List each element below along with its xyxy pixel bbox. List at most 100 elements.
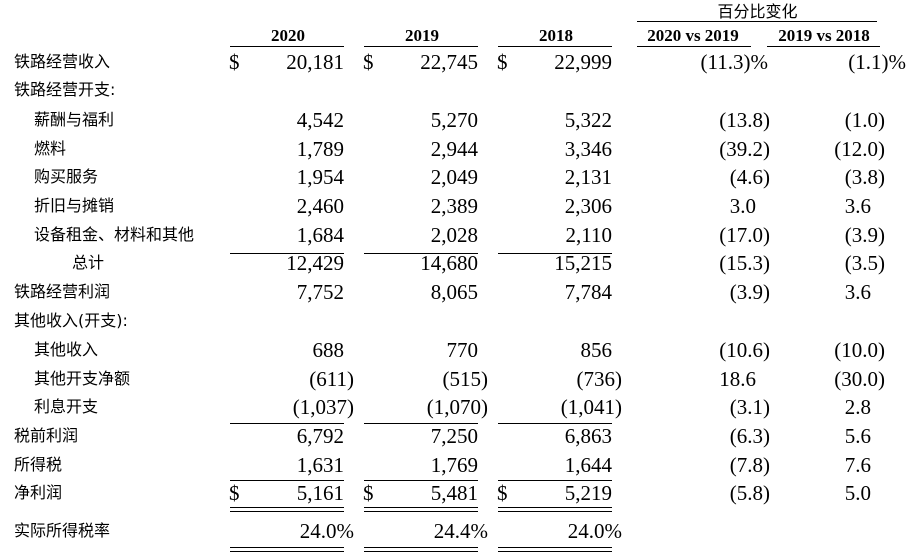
value-cell-2020: 2,460: [296, 194, 344, 218]
pct-change-header-rule: [637, 21, 877, 22]
value-cell-2019: 22,745: [420, 50, 478, 74]
row-label: 其他收入: [34, 340, 99, 359]
tax-rule-2018: [498, 480, 612, 481]
value-cell-2019: (1,070): [426, 395, 488, 419]
value-cell-2020: 4,542: [296, 108, 344, 132]
row-label: 税前利润: [14, 426, 79, 445]
pretax-rule-2018: [498, 423, 612, 424]
value-cell-2020: 7,752: [296, 280, 344, 304]
row-label: 铁路经营利润: [14, 282, 111, 301]
value-cell-2019: 770: [446, 338, 479, 362]
pct-change-cell: 3.0: [729, 194, 756, 218]
row-label: 所得税: [14, 455, 63, 474]
value-cell-2018: 22,999: [554, 50, 612, 74]
pct-change-cell: 3.6: [844, 194, 871, 218]
pct-change-cell: (1.0): [844, 108, 885, 132]
subtotal-rule-2020: [230, 253, 344, 254]
pct-change-cell: 2.8: [844, 395, 871, 419]
tax-rule-2019: [364, 480, 478, 481]
value-cell-2019: 1,769: [430, 453, 478, 477]
year-header-rule-2018: [498, 46, 612, 47]
pct-change-cell: (3.5): [844, 251, 885, 275]
value-cell-2020: 5,161: [296, 481, 344, 505]
value-cell-2018: (736): [576, 367, 623, 391]
compare-header-2020-2019: 2020 vs 2019: [647, 26, 739, 45]
row-label: 总计: [72, 253, 105, 272]
pretax-rule-2019: [364, 423, 478, 424]
row-label: 燃料: [34, 139, 67, 158]
value-cell-2018: 856: [580, 338, 613, 362]
value-cell-2018: (1,041): [560, 395, 622, 419]
subtotal-rule-2019: [364, 253, 478, 254]
row-label: 折旧与摊销: [34, 196, 115, 215]
pct-change-cell: (6.3): [729, 424, 770, 448]
row-label: 其他收入(开支):: [14, 311, 128, 330]
year-header-rule-2019: [364, 46, 478, 47]
pct-change-cell: (13.8): [719, 108, 770, 132]
value-cell-2020: (1,037): [292, 395, 354, 419]
value-cell-2018: 6,863: [564, 424, 612, 448]
pct-change-cell: 5.6: [844, 424, 871, 448]
pct-change-cell: (5.8): [729, 481, 770, 505]
row-label: 铁路经营收入: [14, 52, 111, 71]
value-cell-2018: 2,131: [564, 165, 612, 189]
value-cell-2019: 5,270: [430, 108, 478, 132]
value-cell-2019: 2,389: [430, 194, 478, 218]
net-income-double-rule-2020: [230, 507, 344, 512]
pct-change-header: 百分比变化: [717, 2, 798, 21]
pct-change-cell: 3.6: [844, 280, 871, 304]
tax-rate-double-rule-2020: [230, 547, 344, 552]
compare-header-rule-2: [767, 46, 880, 47]
year-header-rule-2020: [230, 46, 344, 47]
value-cell-2020: 12,429: [286, 251, 344, 275]
pct-change-cell: (4.6): [729, 165, 770, 189]
currency-symbol: $: [363, 50, 374, 74]
pct-change-cell: (39.2): [719, 137, 770, 161]
currency-symbol: $: [497, 50, 508, 74]
value-cell-2020: 1,954: [296, 165, 344, 189]
value-cell-2018: 15,215: [554, 251, 612, 275]
pct-change-cell: (15.3): [719, 251, 770, 275]
year-header-2020: 2020: [271, 26, 305, 45]
pct-change-cell: (10.6): [719, 338, 770, 362]
pct-change-cell: (11.3)%: [700, 50, 768, 74]
pct-change-cell: (30.0): [834, 367, 885, 391]
pct-change-cell: (10.0): [834, 338, 885, 362]
compare-header-2019-2018: 2019 vs 2018: [778, 26, 870, 45]
value-cell-2019: (515): [442, 367, 489, 391]
row-label: 实际所得税率: [14, 521, 111, 540]
currency-symbol: $: [363, 481, 374, 505]
value-cell-2020: 1,684: [296, 223, 344, 247]
currency-symbol: $: [497, 481, 508, 505]
value-cell-2019: 7,250: [430, 424, 478, 448]
currency-symbol: $: [229, 481, 240, 505]
row-label: 利息开支: [34, 397, 99, 416]
value-cell-2019: 24.4%: [433, 519, 488, 543]
net-income-double-rule-2019: [364, 507, 478, 512]
value-cell-2020: 1,631: [296, 453, 344, 477]
row-label: 设备租金、材料和其他: [34, 225, 195, 244]
tax-rate-double-rule-2019: [364, 547, 478, 552]
value-cell-2019: 2,028: [430, 223, 478, 247]
pct-change-cell: (3.8): [844, 165, 885, 189]
tax-rule-2020: [230, 480, 344, 481]
tax-rate-double-rule-2018: [498, 547, 612, 552]
compare-header-rule-1: [637, 46, 751, 47]
pct-change-cell: (12.0): [834, 137, 885, 161]
row-label: 其他开支净额: [34, 369, 131, 388]
value-cell-2018: 2,110: [565, 223, 612, 247]
pct-change-cell: 7.6: [844, 453, 871, 477]
row-label: 铁路经营开支:: [14, 80, 116, 99]
pct-change-cell: 18.6: [719, 367, 756, 391]
value-cell-2018: 24.0%: [567, 519, 622, 543]
pct-change-cell: (7.8): [729, 453, 770, 477]
pct-change-cell: (17.0): [719, 223, 770, 247]
value-cell-2020: 24.0%: [299, 519, 354, 543]
pct-change-cell: 5.0: [844, 481, 871, 505]
value-cell-2019: 2,944: [430, 137, 478, 161]
subtotal-rule-2018: [498, 253, 612, 254]
value-cell-2018: 2,306: [564, 194, 612, 218]
value-cell-2020: (611): [309, 367, 354, 391]
value-cell-2018: 5,219: [564, 481, 612, 505]
pct-change-cell: (3.9): [844, 223, 885, 247]
